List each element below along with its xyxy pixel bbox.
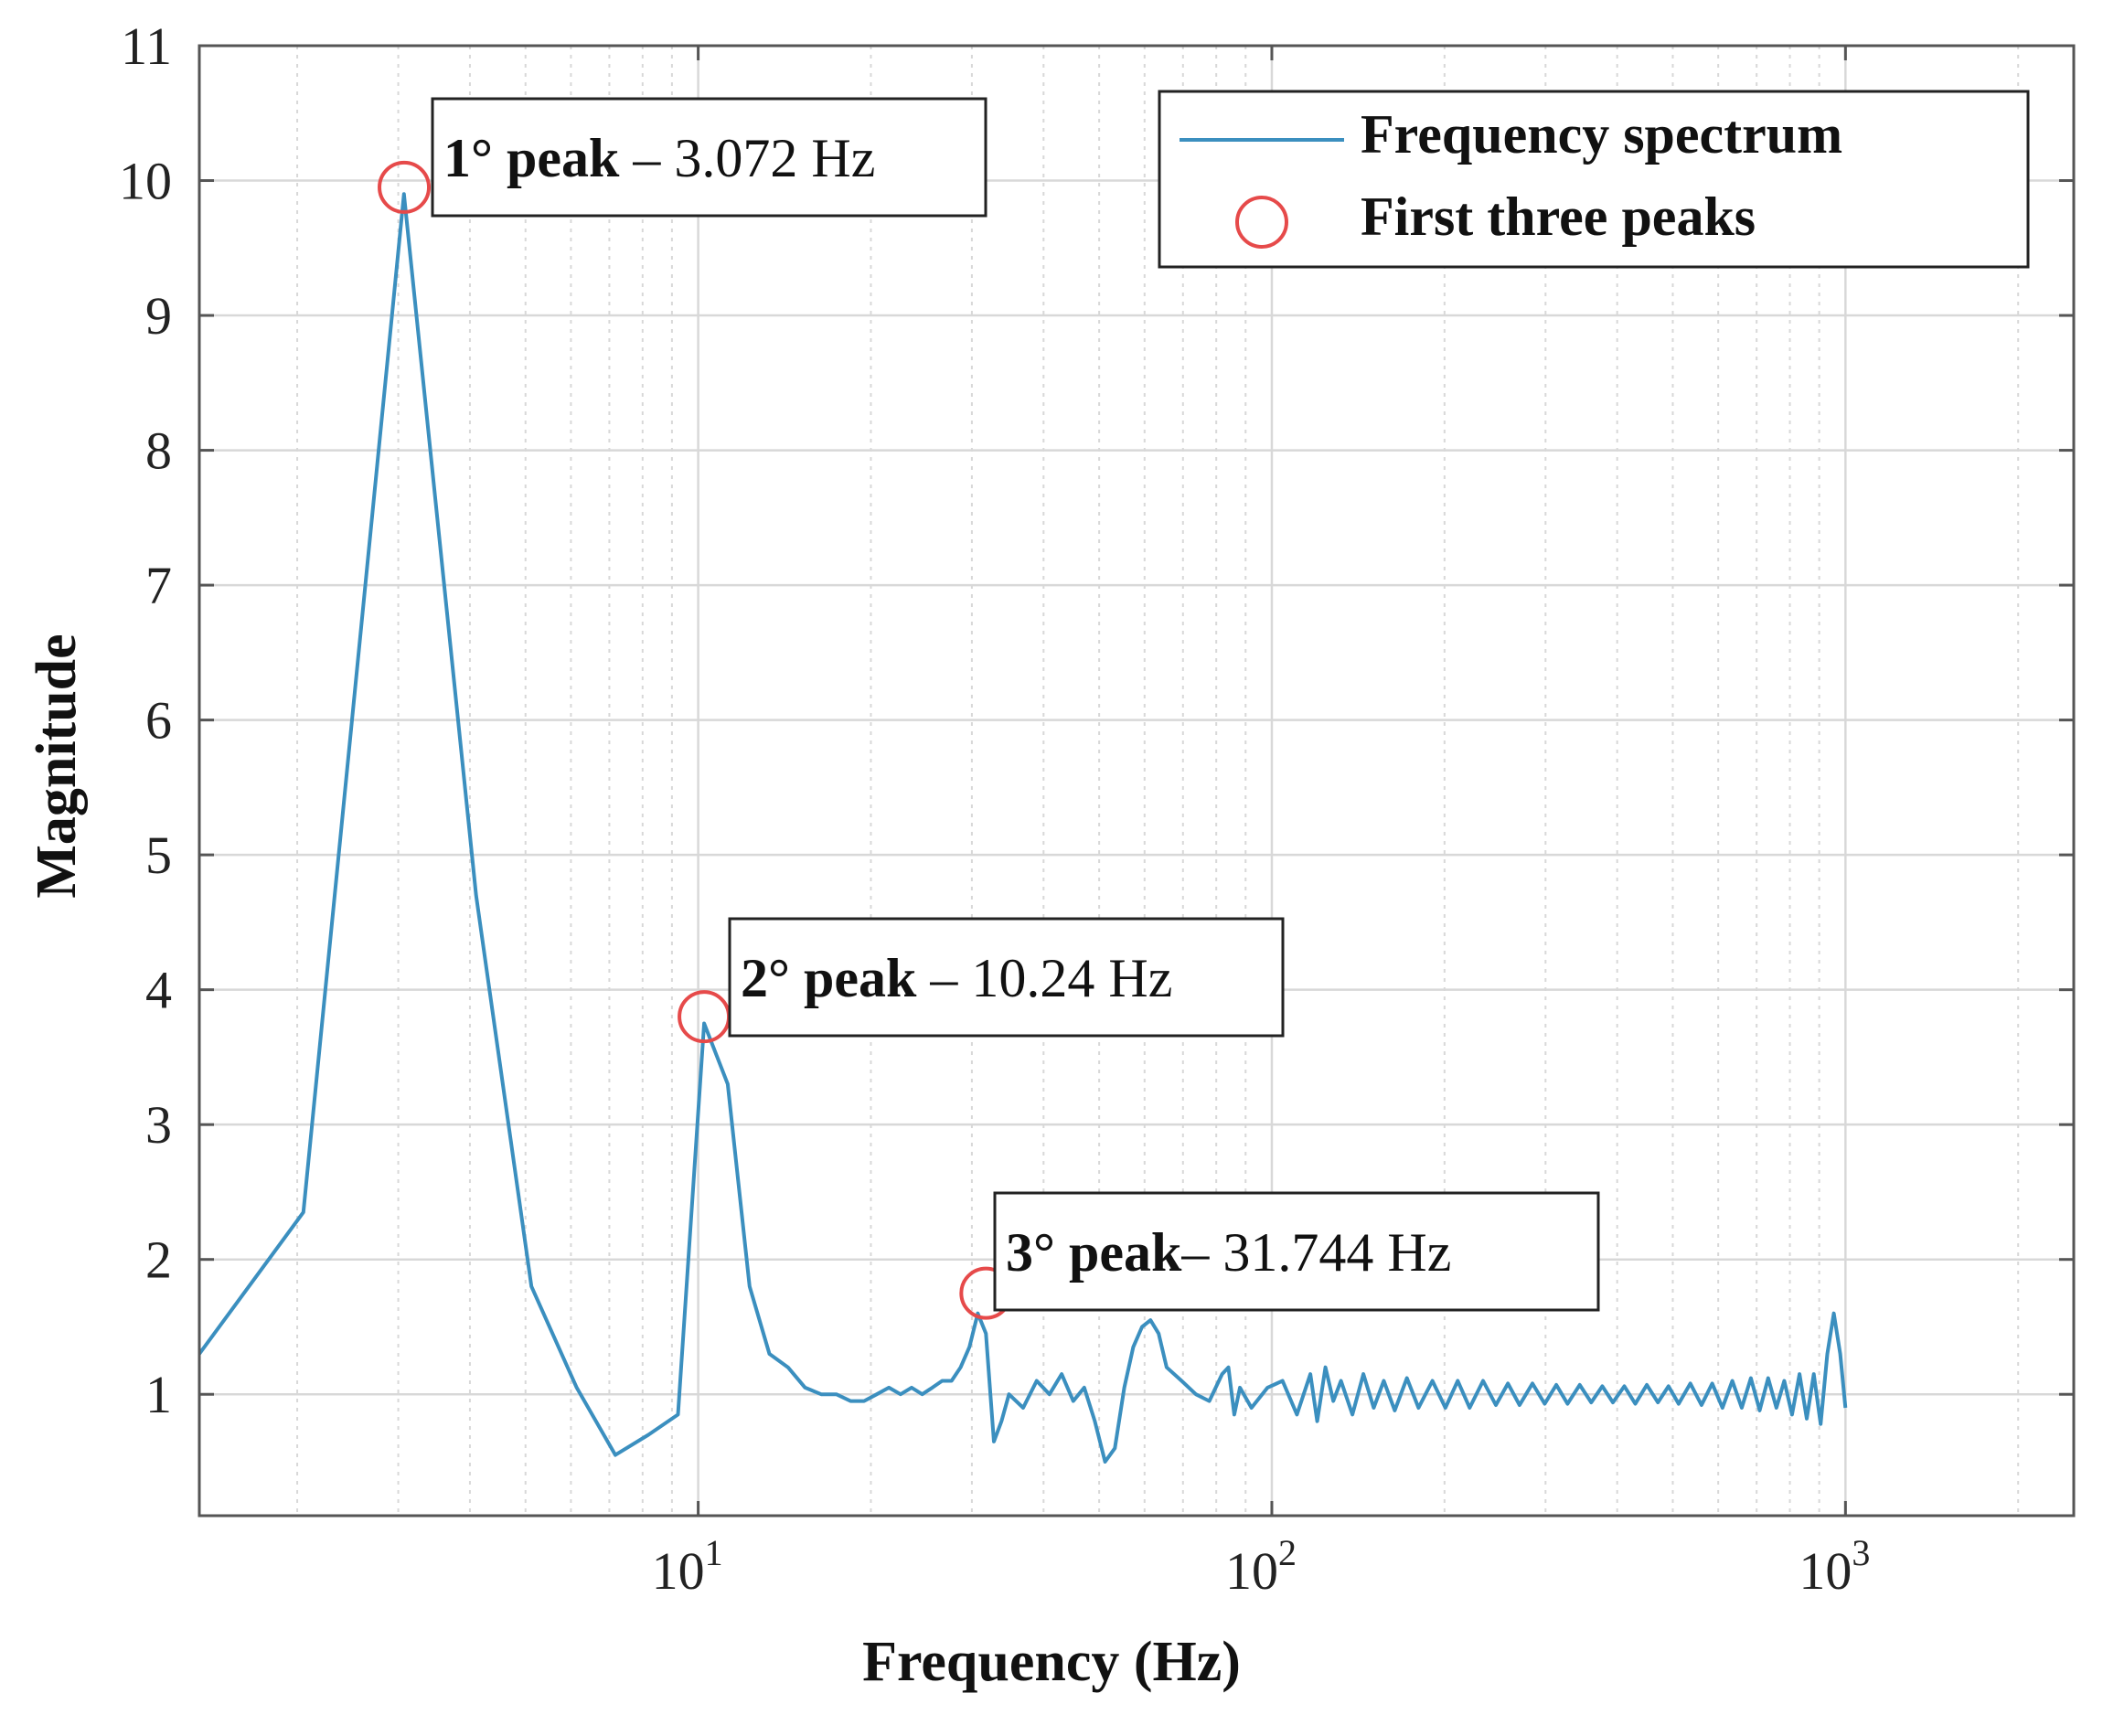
plot-area-frame — [197, 44, 2076, 1518]
annotation-peak-label: 3° peak — [1006, 1222, 1182, 1283]
peak-annotations: 1° peak – 3.072 Hz 2° peak – 10.24 Hz 3° p… — [431, 97, 1600, 1312]
legend: Frequency spectrum First three peaks — [1158, 90, 2030, 269]
x-tick-exponent: 3 — [1852, 1532, 1870, 1573]
x-tick-base: 10 — [1799, 1541, 1852, 1601]
y-tick-label: 10 — [119, 152, 172, 211]
y-axis-title: Magnitude — [26, 634, 88, 898]
annotation-peak-label: 1° peak — [443, 128, 620, 188]
peak-annotation: 3° peak– 31.744 Hz — [993, 1191, 1600, 1312]
annotation-text: 1° peak – 3.072 Hz — [443, 128, 875, 188]
x-tick-label: 103 — [1799, 1532, 1870, 1601]
y-tick-label: 2 — [145, 1230, 172, 1290]
y-tick-label: 3 — [145, 1095, 172, 1155]
x-axis-ticks: 101 102 103 — [652, 46, 1870, 1601]
x-tick-base: 10 — [1225, 1541, 1278, 1601]
annotation-box — [728, 917, 1285, 1038]
annotation-box — [993, 1191, 1600, 1312]
series-layer — [197, 192, 1848, 1464]
x-axis-title: Frequency (Hz) — [862, 1631, 1241, 1693]
y-tick-label: 6 — [145, 691, 172, 751]
y-tick-label: 8 — [145, 421, 172, 481]
peak-marker — [378, 160, 432, 214]
peak-annotation: 1° peak – 3.072 Hz — [431, 97, 987, 218]
y-tick-label: 4 — [145, 961, 172, 1020]
y-tick-label: 7 — [145, 556, 172, 615]
annotation-frequency: – 3.072 Hz — [619, 128, 875, 188]
y-tick-label: 5 — [145, 825, 172, 885]
annotation-text: 3° peak– 31.744 Hz — [1006, 1222, 1451, 1283]
y-tick-label: 11 — [121, 16, 172, 76]
y-tick-label: 1 — [145, 1365, 172, 1424]
annotation-frequency: – 10.24 Hz — [916, 948, 1172, 1008]
spectrum-line — [197, 192, 1848, 1464]
peak-annotation: 2° peak – 10.24 Hz — [728, 917, 1285, 1038]
annotation-text: 2° peak – 10.24 Hz — [741, 948, 1172, 1008]
legend-label: Frequency spectrum — [1361, 104, 1842, 165]
legend-label: First three peaks — [1361, 186, 1756, 247]
annotation-frequency: – 31.744 Hz — [1180, 1222, 1451, 1283]
x-tick-label: 101 — [652, 1532, 723, 1601]
x-tick-label: 102 — [1225, 1532, 1297, 1601]
legend-circle-swatch — [1235, 196, 1288, 249]
y-axis-ticks: 1 2 3 4 5 6 7 8 9 10 11 — [119, 16, 2074, 1424]
y-tick-label: 9 — [145, 286, 172, 346]
x-tick-exponent: 1 — [705, 1532, 723, 1573]
x-tick-base: 10 — [652, 1541, 705, 1601]
annotation-box — [431, 97, 987, 218]
x-tick-exponent: 2 — [1278, 1532, 1297, 1573]
legend-box — [1158, 90, 2030, 269]
annotation-peak-label: 2° peak — [741, 948, 917, 1008]
